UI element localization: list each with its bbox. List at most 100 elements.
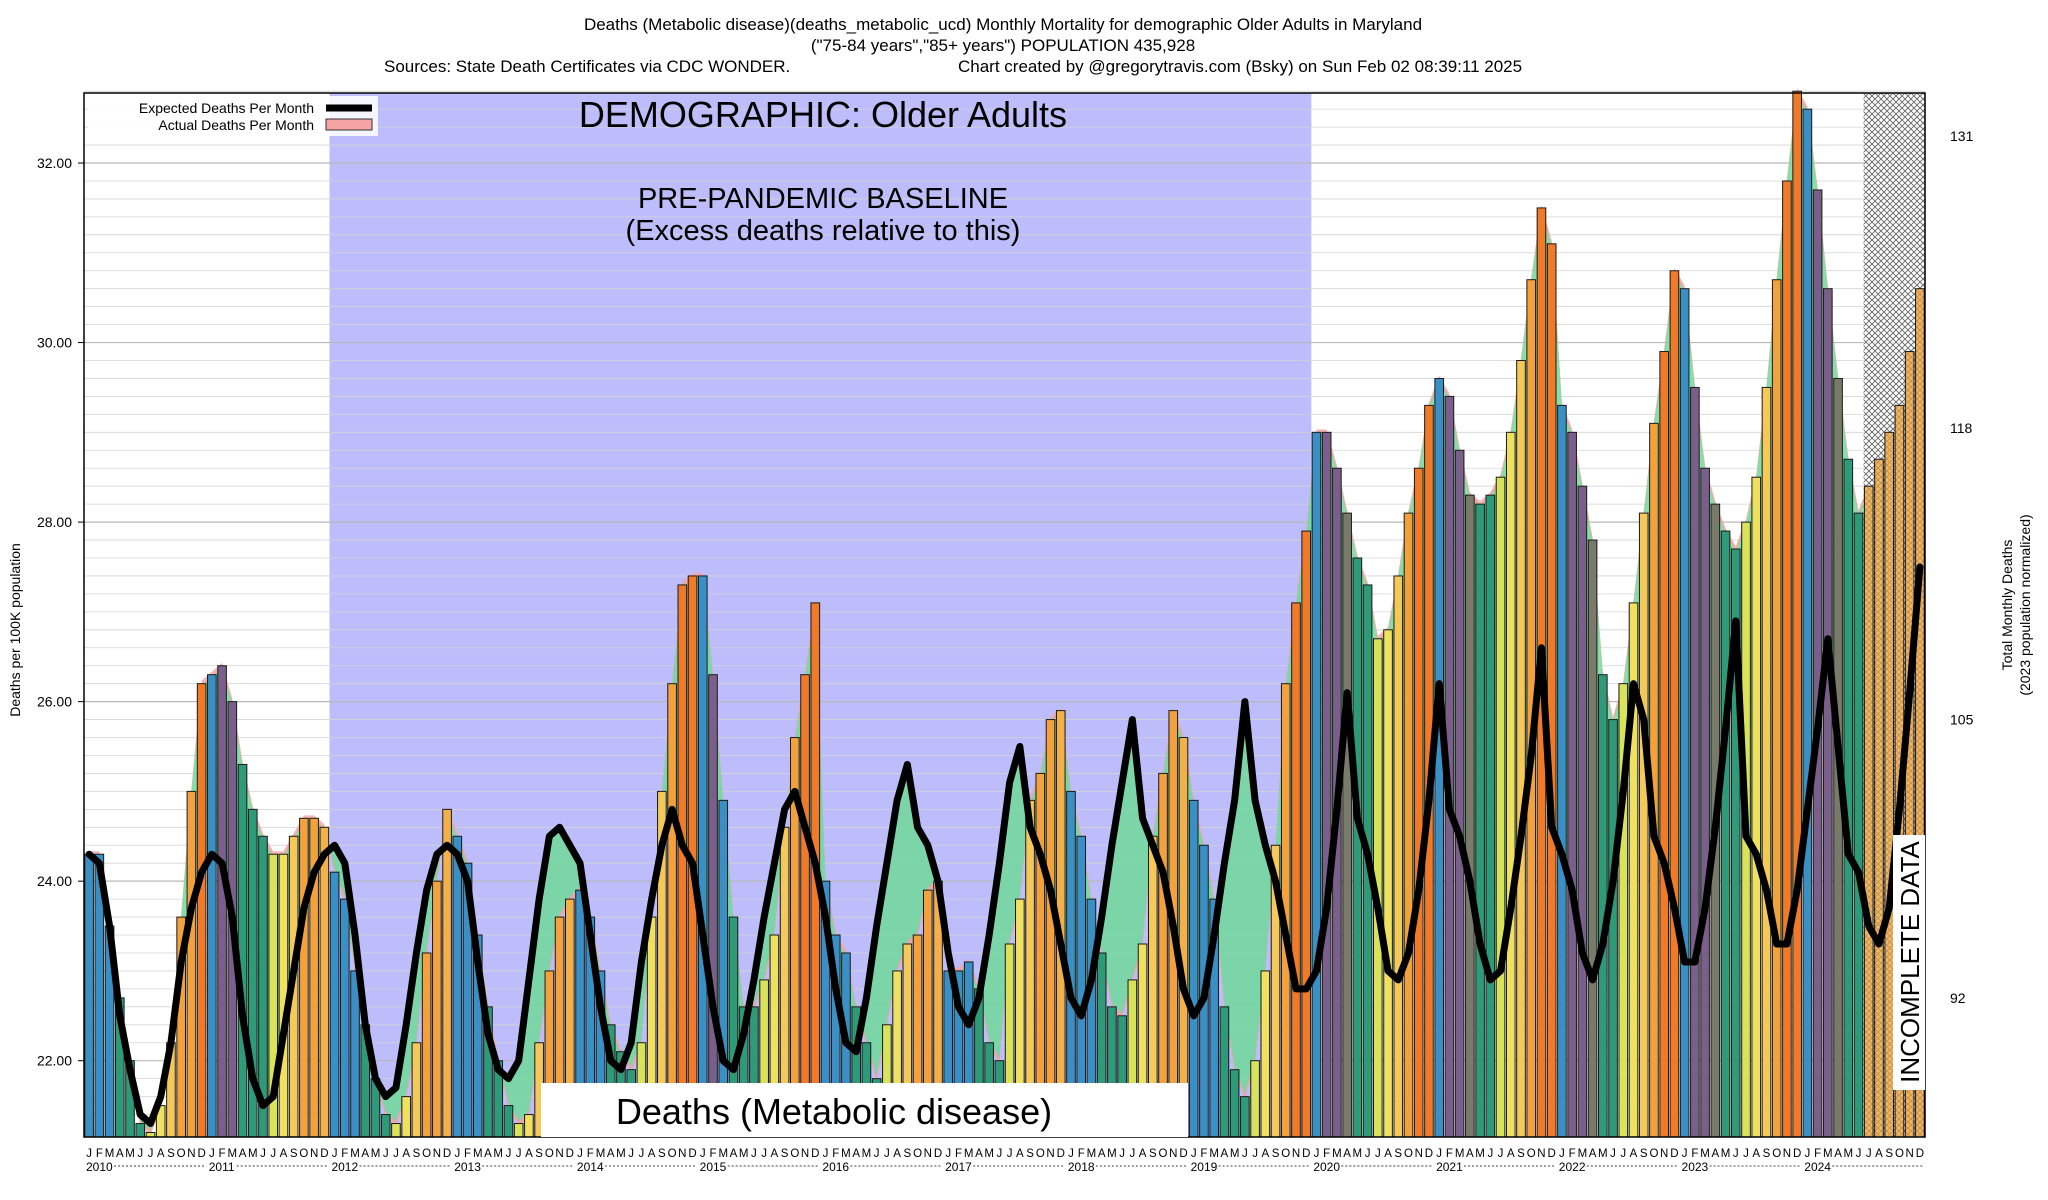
x-month-label: O [1649,1148,1658,1160]
x-month-label: A [361,1148,369,1160]
x-year-label: 2016 [822,1160,849,1174]
data-bar [697,575,708,1138]
data-bar [1505,431,1516,1138]
x-year-label: 2017 [945,1160,972,1174]
data-bar [1638,512,1649,1138]
data-bar [1035,772,1046,1138]
x-month-label: F [1691,1148,1698,1160]
x-month-label: N [1292,1148,1300,1160]
data-bar [339,898,350,1138]
x-month-label: D [1425,1148,1433,1160]
chart-subtitle: ("75-84 years","85+ years") POPULATION 4… [811,36,1195,55]
y2-tick-label: 105 [1950,712,1974,728]
x-month-label: J [1375,1148,1381,1160]
x-month-label: M [493,1148,503,1160]
x-year-label: 2012 [331,1160,358,1174]
y2-axis-label: Total Monthly Deaths [1999,540,2015,671]
data-bar [1158,772,1168,1138]
x-month-label: M [248,1148,258,1160]
x-month-label: A [1384,1148,1392,1160]
y2-axis: 92 105 118 131 [1950,128,1974,1006]
x-month-label: D [1302,1148,1310,1160]
data-bar [1229,1069,1240,1138]
data-bar [513,1123,524,1138]
data-bar [1311,431,1322,1138]
x-month-label: D [1916,1148,1924,1160]
x-month-label: D [1179,1148,1187,1160]
x-month-label: N [1906,1148,1914,1160]
data-bar [1403,512,1414,1138]
x-month-label: A [1016,1148,1024,1160]
x-month-label: F [219,1148,226,1160]
y-axis-label: Deaths per 100K population [7,543,23,717]
x-month-label: S [1149,1148,1157,1160]
x-month-label: J [1610,1148,1616,1160]
x-year-label: 2011 [209,1160,235,1174]
x-month-label: J [577,1148,583,1160]
data-bar [1659,351,1670,1138]
data-bar [237,763,248,1138]
bottom-label: Deaths (Metabolic disease) [616,1091,1052,1132]
x-month-label: M [1475,1148,1485,1160]
x-month-label: N [310,1148,318,1160]
x-month-label: A [280,1148,288,1160]
x-month-label: M [1455,1148,1465,1160]
x-month-label: J [823,1148,829,1160]
x-month-label: F [955,1148,962,1160]
x-month-label: D [688,1148,696,1160]
x-month-label: D [934,1148,942,1160]
x-month-label: O [177,1148,186,1160]
data-bar [401,1096,411,1138]
x-month-label: M [1107,1148,1117,1160]
x-month-label: D [566,1148,574,1160]
data-bar [1475,503,1485,1138]
x-month-label: A [157,1148,165,1160]
legend-expected-label: Expected Deaths Per Month [139,100,314,116]
x-month-label: N [924,1148,932,1160]
x-month-label: F [464,1148,471,1160]
data-bar [1669,270,1680,1138]
x-month-label: A [1711,1148,1719,1160]
data-bar [442,808,452,1138]
x-month-label: J [86,1148,92,1160]
y-tick-label: 28.00 [37,514,72,530]
data-bar [186,790,197,1138]
x-month-label: A [1139,1148,1147,1160]
data-bar [1188,799,1199,1138]
legend-actual-label: Actual Deaths Per Month [158,117,314,133]
x-month-label: J [884,1148,890,1160]
chart-title: Deaths (Metabolic disease)(deaths_metabo… [584,15,1422,34]
x-month-label: M [964,1148,974,1160]
x-month-label: M [718,1148,728,1160]
x-month-label: J [1620,1148,1626,1160]
x-month-label: N [1537,1148,1545,1160]
x-month-label: J [1436,1148,1442,1160]
data-bar [1679,288,1690,1138]
data-bar-incomplete [1874,458,1884,1138]
x-month-label: A [484,1148,492,1160]
x-month-label: A [239,1148,247,1160]
x-month-label: S [1763,1148,1771,1160]
x-month-label: N [678,1148,686,1160]
x-month-label: N [433,1148,441,1160]
x-year-label: 2013 [454,1160,481,1174]
data-bar [1567,431,1577,1138]
x-month-label: A [1834,1148,1842,1160]
y-tick-label: 30.00 [37,335,72,351]
baseline-label: PRE-PANDEMIC BASELINE [638,183,1008,215]
data-bar [667,683,677,1138]
x-month-label: A [1221,1148,1229,1160]
x-month-label: S [167,1148,175,1160]
x-month-label: O [1527,1148,1536,1160]
x-month-label: M [1353,1148,1363,1160]
x-month-label: A [1466,1148,1474,1160]
x-year-label: 2020 [1313,1160,1340,1174]
x-month-label: M [596,1148,606,1160]
x-month-label: J [1191,1148,1197,1160]
x-month-label: S [1640,1148,1648,1160]
expected-deaths-line [85,563,1924,1128]
x-month-label: A [771,1148,779,1160]
data-bar [1853,512,1864,1138]
x-month-label: N [1783,1148,1791,1160]
x-month-label: S [1885,1148,1893,1160]
